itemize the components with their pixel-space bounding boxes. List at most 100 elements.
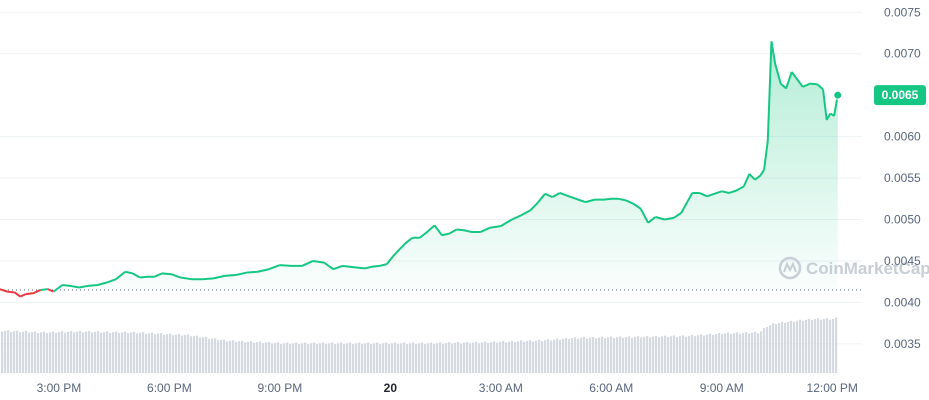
volume-bar	[604, 338, 607, 373]
volume-bar	[304, 342, 307, 373]
volume-bar	[16, 330, 19, 373]
volume-bar	[832, 319, 835, 373]
volume-bar	[496, 342, 499, 373]
volume-bar	[265, 342, 268, 373]
volume-bar	[583, 337, 586, 373]
volume-bar	[814, 319, 817, 373]
volume-bar	[637, 336, 640, 373]
volume-bar	[478, 343, 481, 373]
volume-bar	[517, 341, 520, 373]
volume-bar	[658, 337, 661, 373]
volume-bar	[472, 342, 475, 373]
volume-bar	[397, 344, 400, 373]
volume-bar	[763, 327, 766, 373]
volume-bar	[133, 331, 136, 373]
volume-bar	[640, 337, 643, 373]
coinmarketcap-logo-icon	[778, 256, 802, 280]
volume-bar	[733, 333, 736, 373]
volume-bar	[364, 343, 367, 373]
volume-bar	[667, 337, 670, 373]
volume-bar	[19, 332, 22, 373]
volume-bar	[646, 336, 649, 373]
volume-bar	[298, 344, 301, 373]
volume-bar	[757, 333, 760, 373]
volume-bar	[367, 342, 370, 373]
volume-bar	[361, 344, 364, 373]
volume-bar	[538, 339, 541, 373]
x-tick-label: 3:00 AM	[479, 381, 523, 395]
volume-bar	[460, 343, 463, 373]
volume-bar	[175, 334, 178, 373]
volume-bar	[163, 334, 166, 373]
volume-bar	[295, 342, 298, 373]
volume-bar	[232, 340, 235, 373]
volume-bar	[313, 342, 316, 373]
volume-bar	[499, 341, 502, 373]
volume-bar	[805, 319, 808, 373]
volume-bar	[55, 332, 58, 373]
volume-bar	[235, 341, 238, 373]
volume-bar	[616, 337, 619, 373]
volume-bar	[751, 332, 754, 373]
volume-bar	[715, 333, 718, 373]
volume-bar	[97, 331, 100, 373]
volume-bar	[226, 341, 229, 373]
volume-bar	[322, 342, 325, 373]
volume-bar	[10, 331, 13, 373]
volume-bar	[553, 339, 556, 373]
y-axis: 0.0075 0.0070 0.0060 0.0055 0.0050 0.0045 0.00…	[884, 5, 921, 351]
volume-bar	[613, 337, 616, 373]
volume-bar	[457, 342, 460, 373]
volume-bar	[181, 335, 184, 373]
volume-bar	[115, 331, 118, 373]
volume-bar	[271, 343, 274, 373]
volume-bar	[679, 336, 682, 373]
volume-bar	[493, 341, 496, 373]
volume-bar	[433, 343, 436, 373]
volume-bar	[103, 332, 106, 373]
volume-bar	[694, 336, 697, 373]
volume-bar	[754, 331, 757, 373]
volume-bar	[745, 332, 748, 373]
volume-bar	[451, 343, 454, 373]
volume-bar	[139, 332, 142, 373]
volume-bar	[649, 337, 652, 373]
volume-bar	[415, 344, 418, 373]
volume-bar	[790, 320, 793, 373]
volume-bar	[463, 342, 466, 373]
volume-bar	[808, 318, 811, 373]
watermark-text: CoinMarketCap	[806, 259, 929, 278]
volume-bar	[112, 332, 115, 373]
volume-bar	[202, 337, 205, 373]
volume-bar	[592, 336, 595, 373]
volume-bar	[142, 332, 145, 373]
volume-bar	[676, 336, 679, 373]
volume-bar	[172, 335, 175, 373]
volume-bar	[670, 336, 673, 373]
volume-bar	[247, 341, 250, 373]
volume-bar	[136, 333, 139, 373]
volume-bar	[430, 342, 433, 373]
volume-bar	[67, 331, 70, 373]
price-area-fill	[0, 41, 838, 290]
volume-bar	[178, 334, 181, 373]
volume-bar	[352, 344, 355, 373]
volume-bar	[778, 322, 781, 373]
volume-bar	[697, 335, 700, 373]
volume-bar	[562, 338, 565, 373]
volume-bar	[445, 343, 448, 373]
volume-bar	[601, 336, 604, 373]
volume-bar	[196, 335, 199, 373]
volume-bar	[769, 325, 772, 373]
volume-bar	[301, 343, 304, 373]
volume-bar	[664, 335, 667, 373]
volume-bar	[331, 342, 334, 373]
price-line-below-reference	[0, 288, 54, 298]
volume-bar	[274, 343, 277, 373]
volume-bar	[634, 336, 637, 373]
coinmarketcap-logo-wave	[783, 261, 797, 273]
volume-bar	[487, 342, 490, 373]
volume-bar	[31, 332, 34, 373]
volume-bar	[787, 321, 790, 373]
volume-bar	[439, 342, 442, 373]
